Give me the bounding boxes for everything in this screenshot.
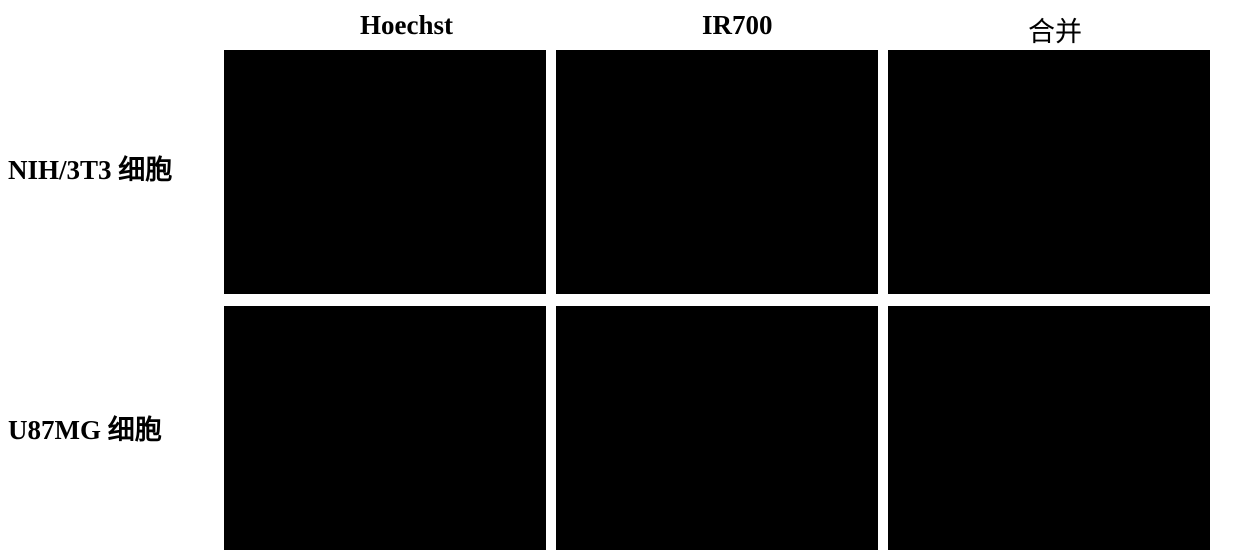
row-header-u87mg: U87MG 细胞 [8,408,162,447]
col-header-ir700: IR700 [702,10,773,41]
panel-u87mg-ir700 [556,306,878,550]
panel-nih3t3-hoechst [224,50,546,294]
microscopy-figure: Hoechst IR700 合并 NIH/3T3 细胞 U87MG 细胞 [0,0,1240,557]
panel-u87mg-merge [888,306,1210,550]
panel-nih3t3-merge [888,50,1210,294]
panel-u87mg-hoechst [224,306,546,550]
panel-nih3t3-ir700 [556,50,878,294]
col-header-hoechst: Hoechst [360,10,453,41]
col-header-merge: 合并 [1028,10,1082,49]
row-header-nih3t3: NIH/3T3 细胞 [8,148,172,187]
